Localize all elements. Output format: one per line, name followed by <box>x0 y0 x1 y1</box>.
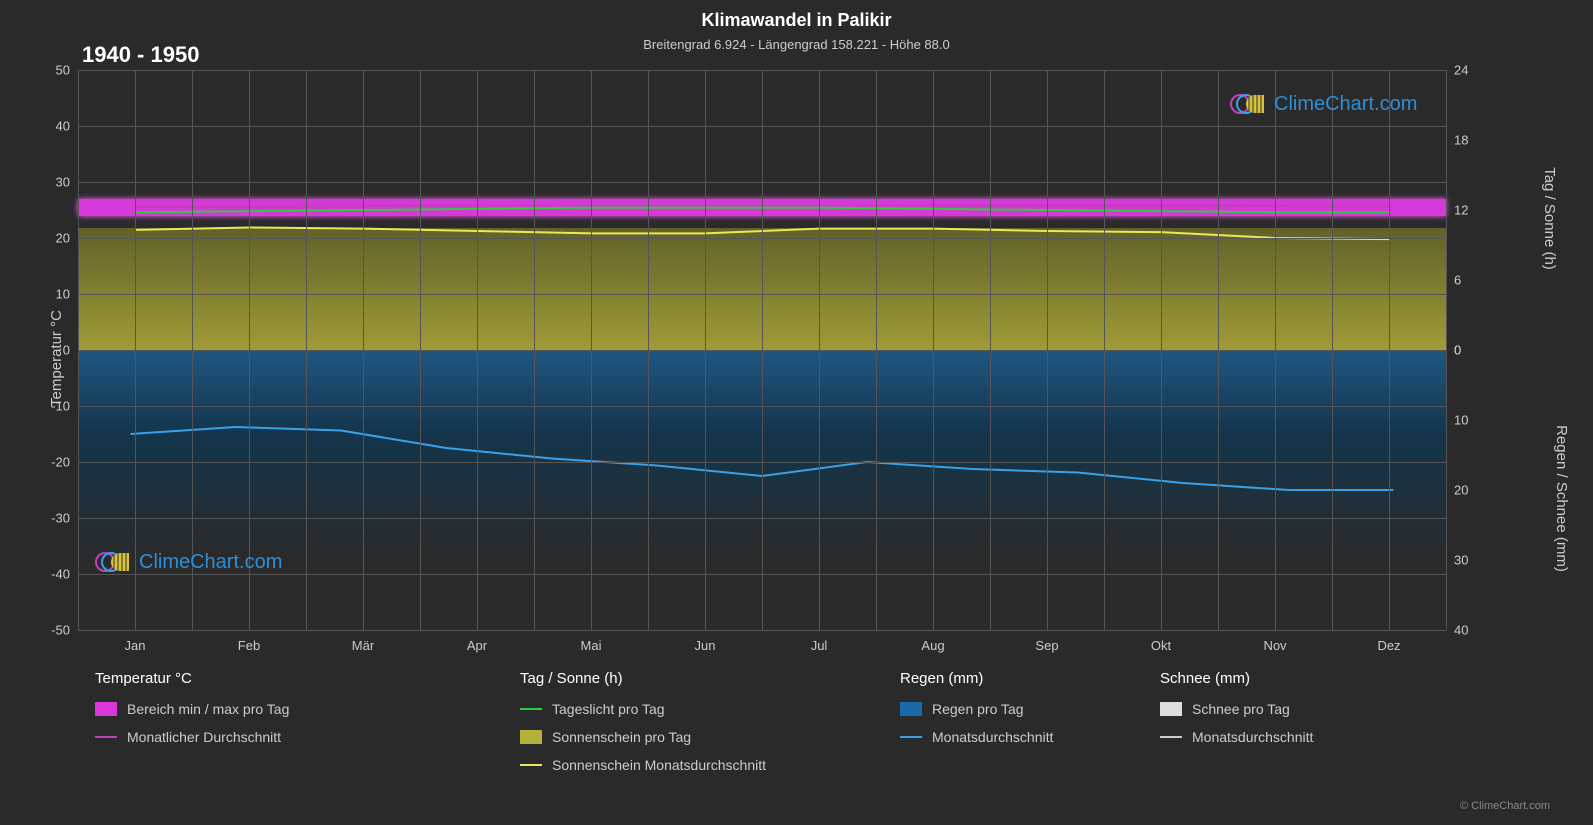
legend-item: Tageslicht pro Tag <box>520 701 766 717</box>
left-tick: 20 <box>56 231 78 246</box>
right-axis-label-top: Tag / Sonne (h) <box>1541 167 1558 270</box>
legend-section: Tag / Sonne (h) Tageslicht pro Tag Sonnens… <box>520 670 766 785</box>
legend-section: Regen (mm) Regen pro Tag Monatsdurchschnit… <box>900 670 1053 757</box>
legend-header: Temperatur °C <box>95 670 289 687</box>
left-axis-label: Temperatur °C <box>48 310 65 407</box>
chart-subtitle: Breitengrad 6.924 - Längengrad 158.221 -… <box>0 31 1593 52</box>
month-tick: Dez <box>1377 630 1400 653</box>
legend-label: Bereich min / max pro Tag <box>127 701 289 717</box>
legend-label: Sonnenschein pro Tag <box>552 729 691 745</box>
watermark-text: ClimeChart.com <box>139 551 282 574</box>
legend-swatch-icon <box>95 702 117 716</box>
month-tick: Jan <box>125 630 146 653</box>
month-tick: Mai <box>581 630 602 653</box>
watermark-logo-icon <box>95 550 131 574</box>
left-tick: 30 <box>56 175 78 190</box>
legend-line-icon <box>900 736 922 738</box>
month-tick: Feb <box>238 630 260 653</box>
legend-line-icon <box>520 764 542 766</box>
legend-label: Sonnenschein Monatsdurchschnitt <box>552 757 766 773</box>
legend-label: Schnee pro Tag <box>1192 701 1290 717</box>
legend-item: Sonnenschein Monatsdurchschnitt <box>520 757 766 773</box>
right-axis-label-bottom: Regen / Schnee (mm) <box>1553 425 1570 572</box>
legend-line-icon <box>1160 736 1182 738</box>
right-tick: 12 <box>1446 203 1468 218</box>
chart-title: Klimawandel in Palikir <box>0 0 1593 31</box>
left-tick: 10 <box>56 287 78 302</box>
month-tick: Okt <box>1151 630 1171 653</box>
right-tick: 30 <box>1446 553 1468 568</box>
legend-item: Schnee pro Tag <box>1160 701 1313 717</box>
right-tick: 6 <box>1446 273 1461 288</box>
month-tick: Jun <box>695 630 716 653</box>
watermark: ClimeChart.com <box>1230 92 1417 116</box>
right-tick: 0 <box>1446 343 1461 358</box>
right-tick: 18 <box>1446 133 1468 148</box>
month-tick: Apr <box>467 630 487 653</box>
month-tick: Mär <box>352 630 374 653</box>
legend-section: Temperatur °C Bereich min / max pro Tag Mo… <box>95 670 289 757</box>
legend-label: Tageslicht pro Tag <box>552 701 665 717</box>
right-tick: 10 <box>1446 413 1468 428</box>
left-tick: 0 <box>63 343 78 358</box>
legend-header: Regen (mm) <box>900 670 1053 687</box>
legend-header: Schnee (mm) <box>1160 670 1313 687</box>
right-tick: 20 <box>1446 483 1468 498</box>
legend-item: Monatsdurchschnitt <box>1160 729 1313 745</box>
left-tick: -30 <box>51 511 78 526</box>
month-tick: Sep <box>1035 630 1058 653</box>
legend-item: Regen pro Tag <box>900 701 1053 717</box>
left-tick: -50 <box>51 623 78 638</box>
legend-label: Monatsdurchschnitt <box>932 729 1053 745</box>
legend-line-icon <box>95 736 117 738</box>
legend-item: Monatlicher Durchschnitt <box>95 729 289 745</box>
legend-header: Tag / Sonne (h) <box>520 670 766 687</box>
left-tick: 40 <box>56 119 78 134</box>
left-tick: -40 <box>51 567 78 582</box>
left-tick: -20 <box>51 455 78 470</box>
legend-line-icon <box>520 708 542 710</box>
legend-item: Bereich min / max pro Tag <box>95 701 289 717</box>
left-tick: 50 <box>56 63 78 78</box>
month-tick: Aug <box>921 630 944 653</box>
copyright: © ClimeChart.com <box>1460 800 1550 812</box>
watermark-text: ClimeChart.com <box>1274 93 1417 116</box>
month-tick: Nov <box>1263 630 1286 653</box>
legend-swatch-icon <box>1160 702 1182 716</box>
legend-label: Monatsdurchschnitt <box>1192 729 1313 745</box>
month-tick: Jul <box>811 630 828 653</box>
legend-swatch-icon <box>900 702 922 716</box>
legend-label: Regen pro Tag <box>932 701 1024 717</box>
year-range: 1940 - 1950 <box>82 42 199 68</box>
watermark-logo-icon <box>1230 92 1266 116</box>
legend-item: Sonnenschein pro Tag <box>520 729 766 745</box>
legend-label: Monatlicher Durchschnitt <box>127 729 281 745</box>
watermark: ClimeChart.com <box>95 550 282 574</box>
chart-plot-area: -50-40-30-20-100102030405006121824010203… <box>78 70 1446 630</box>
right-tick: 40 <box>1446 623 1468 638</box>
right-tick: 24 <box>1446 63 1468 78</box>
legend-swatch-icon <box>520 730 542 744</box>
legend-item: Monatsdurchschnitt <box>900 729 1053 745</box>
legend-section: Schnee (mm) Schnee pro Tag Monatsdurchschn… <box>1160 670 1313 757</box>
